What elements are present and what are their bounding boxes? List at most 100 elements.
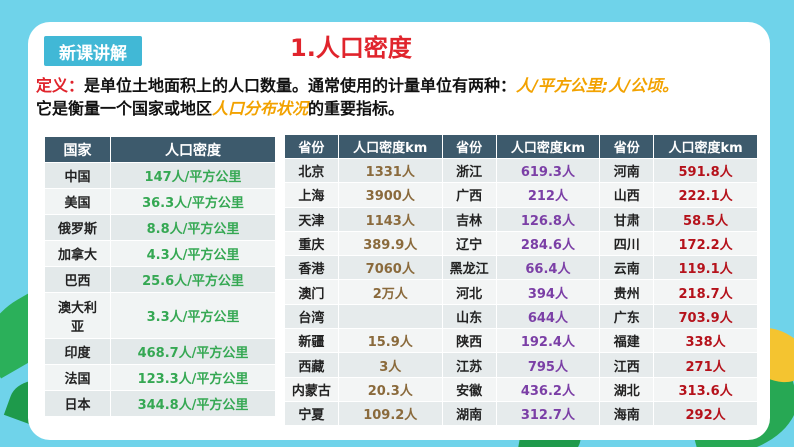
density-value: 1143人 [337, 206, 443, 232]
table-row: 印度 468.7人/平方公里 [44, 338, 276, 365]
province-name: 辽宁 [441, 230, 497, 257]
country-name: 俄罗斯 [44, 214, 111, 241]
province-name: 黑龙江 [441, 255, 497, 281]
province-name: 天津 [284, 206, 339, 232]
country-name: 日本 [44, 390, 111, 417]
density-value: 338人 [653, 328, 758, 354]
province-density-table: 省份 人口密度km 省份 人口密度km 省份 人口密度km 北京 1331人 浙江 619.3人… [284, 134, 758, 427]
province-name: 上海 [284, 182, 339, 208]
province-name: 西藏 [284, 352, 339, 378]
table-row: 重庆 389.9人 辽宁 284.6人 四川 172.2人 [284, 230, 758, 257]
definition-text-3: 的重要指标。 [308, 99, 405, 118]
province-name: 浙江 [441, 157, 497, 184]
table-header: 人口密度km [337, 134, 443, 159]
section-tag: 新课讲解 [44, 36, 142, 66]
density-value: 313.6人 [653, 376, 758, 402]
province-name: 海南 [599, 400, 655, 427]
density-value: 58.5人 [653, 206, 758, 232]
province-name: 宁夏 [284, 400, 339, 427]
table-row: 加拿大 4.3人/平方公里 [44, 240, 276, 267]
density-value: 109.2人 [337, 400, 443, 427]
province-name: 江西 [599, 352, 655, 378]
table-header: 人口密度km [653, 134, 758, 159]
province-name: 山西 [599, 182, 655, 208]
density-value: 394人 [495, 279, 601, 305]
country-name: 加拿大 [44, 240, 111, 267]
density-value: 644人 [495, 303, 601, 330]
table-row: 西藏 3人 江苏 795人 江西 271人 [284, 352, 758, 378]
table-row: 巴西 25.6人/平方公里 [44, 266, 276, 293]
density-value: 703.9人 [653, 303, 758, 330]
table-row: 香港 7060人 黑龙江 66.4人 云南 119.1人 [284, 255, 758, 281]
density-value: 3.3人/平方公里 [110, 292, 276, 339]
density-value: 312.7人 [495, 400, 601, 427]
density-value: 119.1人 [653, 255, 758, 281]
density-value: 3人 [337, 352, 443, 378]
density-value: 8.8人/平方公里 [110, 214, 276, 241]
table-row: 澳门 2万人 河北 394人 贵州 218.7人 [284, 279, 758, 305]
density-value: 284.6人 [495, 230, 601, 257]
province-name: 福建 [599, 328, 655, 354]
province-name: 河南 [599, 157, 655, 184]
density-value: 619.3人 [495, 157, 601, 184]
density-value: 25.6人/平方公里 [110, 266, 276, 293]
province-name: 陕西 [441, 328, 497, 354]
province-name: 台湾 [284, 303, 339, 330]
density-value: 218.7人 [653, 279, 758, 305]
density-value: 192.4人 [495, 328, 601, 354]
density-value: 20.3人 [337, 376, 443, 402]
table-row: 内蒙古 20.3人 安徽 436.2人 湖北 313.6人 [284, 376, 758, 402]
density-value: 222.1人 [653, 182, 758, 208]
density-value: 591.8人 [653, 157, 758, 184]
density-value: 389.9人 [337, 230, 443, 257]
table-header: 省份 [599, 134, 655, 159]
page-title: 1.人口密度 [290, 34, 412, 62]
table-row: 台湾 山东 644人 广东 703.9人 [284, 303, 758, 330]
table-header: 国家 [44, 136, 111, 163]
country-name: 法国 [44, 364, 111, 391]
table-row: 美国 36.3人/平方公里 [44, 188, 276, 215]
table-row: 天津 1143人 吉林 126.8人 甘肃 58.5人 [284, 206, 758, 232]
table-header: 人口密度 [110, 136, 276, 163]
table-row: 俄罗斯 8.8人/平方公里 [44, 214, 276, 241]
province-name: 广西 [441, 182, 497, 208]
definition-text-1: 是单位土地面积上的人口数量。通常使用的计量单位有两种： [84, 76, 517, 95]
density-value: 7060人 [337, 255, 443, 281]
province-name: 广东 [599, 303, 655, 330]
province-name: 江苏 [441, 352, 497, 378]
province-name: 四川 [599, 230, 655, 257]
province-name: 湖南 [441, 400, 497, 427]
table-row: 澳大利亚 3.3人/平方公里 [44, 292, 276, 339]
definition-label: 定义： [36, 76, 85, 95]
density-value: 172.2人 [653, 230, 758, 257]
province-name: 甘肃 [599, 206, 655, 232]
table-row: 中国 147人/平方公里 [44, 162, 276, 189]
province-name: 安徽 [441, 376, 497, 402]
definition-highlight: 人口分布状况 [212, 99, 309, 118]
province-name: 云南 [599, 255, 655, 281]
density-value: 468.7人/平方公里 [110, 338, 276, 365]
density-value: 436.2人 [495, 376, 601, 402]
province-name: 内蒙古 [284, 376, 339, 402]
province-name: 湖北 [599, 376, 655, 402]
country-density-table: 国家 人口密度 中国 147人/平方公里 美国 36.3人/平方公里 俄罗斯 8.8人/平… [44, 136, 276, 417]
density-value: 123.3人/平方公里 [110, 364, 276, 391]
province-name: 重庆 [284, 230, 339, 257]
density-value: 3900人 [337, 182, 443, 208]
country-name: 巴西 [44, 266, 111, 293]
province-name: 山东 [441, 303, 497, 330]
table-row: 宁夏 109.2人 湖南 312.7人 海南 292人 [284, 400, 758, 427]
province-name: 吉林 [441, 206, 497, 232]
density-value: 147人/平方公里 [110, 162, 276, 189]
table-row: 法国 123.3人/平方公里 [44, 364, 276, 391]
province-name: 澳门 [284, 279, 339, 305]
definition-text: 定义：是单位土地面积上的人口数量。通常使用的计量单位有两种：人/平方公里;人/公… [36, 74, 766, 120]
province-name: 北京 [284, 157, 339, 184]
density-value: 66.4人 [495, 255, 601, 281]
table-header: 省份 [441, 134, 497, 159]
density-value: 126.8人 [495, 206, 601, 232]
country-name: 澳大利亚 [44, 292, 111, 339]
density-value: 212人 [495, 182, 601, 208]
table-row: 上海 3900人 广西 212人 山西 222.1人 [284, 182, 758, 208]
country-name: 美国 [44, 188, 111, 215]
